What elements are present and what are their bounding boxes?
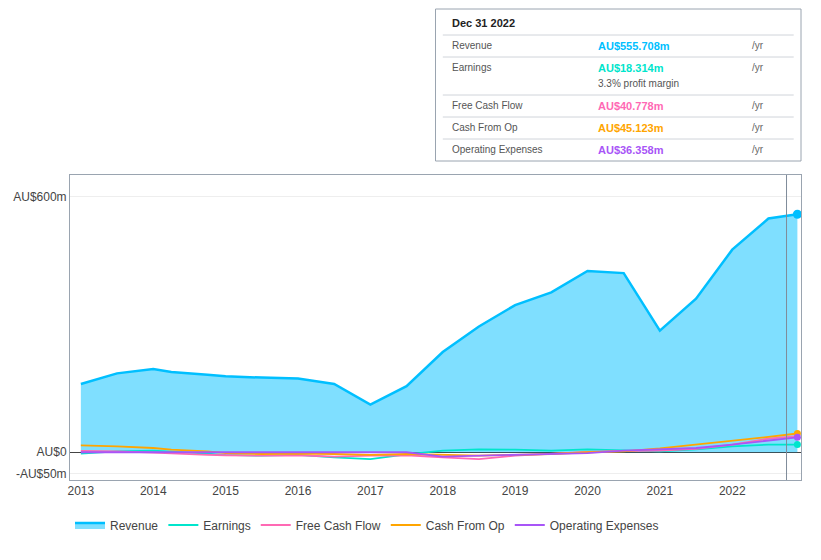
svg-text:Earnings: Earnings [452,62,491,73]
svg-text:2018: 2018 [429,484,456,498]
svg-text:/yr: /yr [752,144,764,155]
svg-text:2022: 2022 [719,484,746,498]
svg-text:Revenue: Revenue [110,519,158,533]
svg-text:Operating Expenses: Operating Expenses [550,519,659,533]
svg-text:2016: 2016 [285,484,312,498]
svg-text:Dec 31 2022: Dec 31 2022 [452,17,515,29]
svg-text:/yr: /yr [752,40,764,51]
svg-text:2017: 2017 [357,484,384,498]
svg-text:Free Cash Flow: Free Cash Flow [296,519,381,533]
svg-text:Operating Expenses: Operating Expenses [452,144,543,155]
svg-text:Free Cash Flow: Free Cash Flow [452,100,523,111]
svg-text:/yr: /yr [752,122,764,133]
svg-text:/yr: /yr [752,62,764,73]
svg-text:2020: 2020 [574,484,601,498]
svg-text:Cash From Op: Cash From Op [426,519,505,533]
svg-text:AU$36.358m: AU$36.358m [598,144,664,156]
svg-text:Earnings: Earnings [203,519,250,533]
svg-text:AU$0: AU$0 [37,445,67,459]
svg-text:2019: 2019 [502,484,529,498]
svg-text:Cash From Op: Cash From Op [452,122,518,133]
svg-text:2021: 2021 [647,484,674,498]
svg-text:Revenue: Revenue [452,40,492,51]
svg-text:AU$18.314m: AU$18.314m [598,62,664,74]
svg-text:/yr: /yr [752,100,764,111]
svg-text:3.3% profit margin: 3.3% profit margin [598,78,679,89]
svg-text:2014: 2014 [140,484,167,498]
svg-text:2013: 2013 [68,484,95,498]
svg-text:AU$600m: AU$600m [13,190,66,204]
svg-text:2015: 2015 [212,484,239,498]
svg-text:AU$40.778m: AU$40.778m [598,100,664,112]
svg-text:-AU$50m: -AU$50m [16,467,67,481]
svg-text:AU$555.708m: AU$555.708m [598,40,670,52]
svg-text:AU$45.123m: AU$45.123m [598,122,664,134]
